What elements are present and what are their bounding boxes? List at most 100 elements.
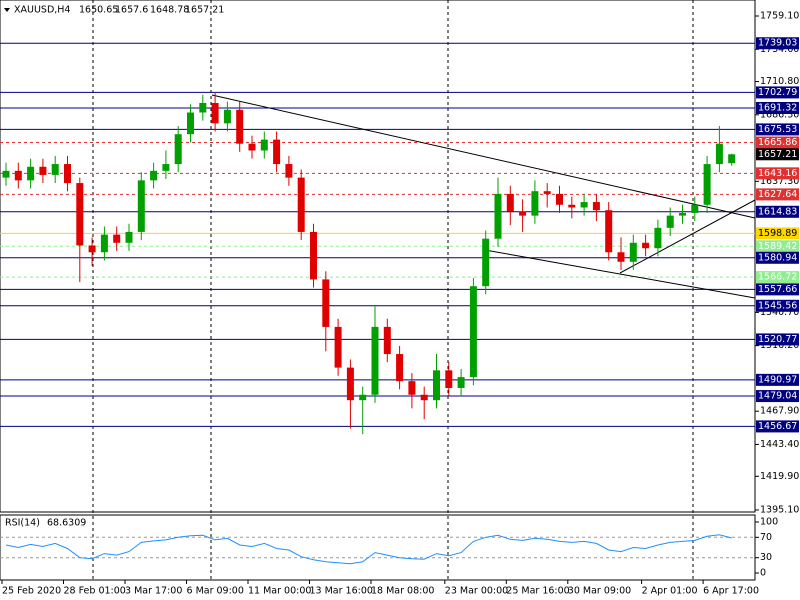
last-price-label: 1657.21 — [758, 149, 797, 160]
candle-body — [506, 193, 514, 212]
trendline — [211, 94, 756, 219]
level-box — [756, 299, 799, 312]
candle-body — [666, 215, 674, 228]
rsi-tick-label: 70 — [760, 532, 772, 543]
candle-body — [445, 370, 453, 388]
x-tick-label: 6 Mar 09:00 — [187, 586, 244, 597]
symbol: XAUUSD,H4 — [14, 5, 70, 16]
candle-body — [691, 204, 699, 213]
candle-body — [187, 112, 194, 135]
trendlines — [211, 94, 756, 299]
candle-body — [64, 164, 71, 184]
rsi-line — [5, 534, 732, 565]
candle-body — [617, 252, 625, 262]
x-tick-label: 6 Apr 17:00 — [703, 586, 759, 597]
rsi-panel — [0, 514, 756, 581]
level-label: 1598.89 — [758, 228, 797, 239]
level-box — [756, 251, 799, 264]
candle-body — [580, 202, 588, 208]
level-label: 1580.94 — [758, 252, 797, 263]
candle-body — [76, 183, 84, 246]
candle-body — [519, 211, 527, 216]
candle-body — [605, 210, 613, 253]
y-tick-label: 1443.40 — [760, 439, 799, 450]
y-tick-label: 1759.10 — [760, 11, 799, 22]
ohlc-low: 1648.78 — [150, 5, 189, 16]
level-label: 1520.77 — [758, 334, 797, 345]
y-tick-label: 1419.90 — [760, 471, 799, 482]
level-label: 1490.97 — [758, 374, 797, 385]
candle-body — [14, 170, 22, 181]
level-box — [756, 167, 799, 180]
candle-body — [494, 193, 502, 239]
ohlc-high: 1657.6 — [115, 5, 148, 16]
trendline — [484, 249, 756, 299]
candle-body — [39, 166, 47, 175]
candle-body — [211, 102, 219, 124]
candle-body — [248, 143, 256, 151]
candle-body — [420, 394, 428, 401]
level-box — [756, 37, 799, 50]
menu-arrow[interactable] — [4, 8, 10, 12]
x-tick-label: 2 Apr 01:00 — [642, 586, 698, 597]
candle-body — [199, 102, 207, 113]
level-box — [756, 188, 799, 201]
candle-body — [236, 109, 244, 144]
level-label: 1675.53 — [758, 124, 797, 135]
rsi-label: RSI(14) — [5, 518, 40, 529]
candle-body — [396, 354, 404, 382]
x-tick-label: 25 Feb 2020 — [2, 586, 61, 597]
candle-body — [260, 139, 268, 151]
candle-body — [408, 381, 416, 395]
level-label: 1456.67 — [758, 421, 797, 432]
candle-body — [162, 164, 170, 171]
y-tick-label: 1710.80 — [760, 76, 799, 87]
candle-body — [310, 231, 317, 280]
candle-body — [679, 212, 686, 216]
x-tick-label: 25 Mar 16:00 — [506, 586, 569, 597]
level-box — [756, 240, 799, 253]
candle-body — [113, 234, 121, 243]
rsi-value: 68.6309 — [47, 518, 86, 529]
candle-body — [223, 109, 231, 124]
y-tick-label: 1734.60 — [760, 44, 799, 55]
candle-body — [629, 242, 637, 262]
candle-body — [642, 242, 650, 249]
level-box — [756, 101, 799, 114]
y-tick-label: 1637.30 — [760, 176, 799, 187]
rsi-tick-label: 30 — [760, 552, 772, 563]
level-box — [756, 390, 799, 403]
candle-body — [285, 164, 293, 178]
level-label: 1566.72 — [758, 272, 797, 283]
candle-body — [27, 166, 35, 181]
candle-body — [592, 202, 600, 211]
candle-body — [297, 177, 305, 232]
main-panel — [0, 0, 756, 513]
level-label: 1665.86 — [758, 137, 797, 148]
candle-body — [334, 326, 342, 368]
candle-body — [371, 326, 379, 395]
ohlc-close: 1657.21 — [185, 5, 224, 16]
candle-body — [482, 238, 490, 287]
candle-body — [715, 143, 723, 165]
rsi-tick-label: 100 — [760, 517, 778, 528]
x-tick-label: 23 Mar 00:00 — [445, 586, 508, 597]
candle-body — [322, 279, 330, 327]
rsi-tick-label: 0 — [760, 568, 766, 579]
level-box — [756, 205, 799, 218]
candle-body — [2, 170, 10, 178]
levels — [0, 42, 755, 427]
level-label: 1614.83 — [758, 206, 797, 217]
x-tick-label: 13 Mar 16:00 — [310, 586, 373, 597]
level-label: 1691.32 — [758, 102, 797, 113]
level-label: 1643.16 — [758, 168, 797, 179]
x-tick-label: 28 Feb 01:00 — [64, 586, 126, 597]
candle-body — [273, 139, 281, 165]
candle-body — [556, 193, 563, 205]
y-tick-label: 1686.30 — [760, 109, 799, 120]
candle-body — [359, 394, 367, 401]
level-box — [756, 373, 799, 386]
candles — [2, 92, 736, 435]
level-box — [756, 283, 799, 296]
